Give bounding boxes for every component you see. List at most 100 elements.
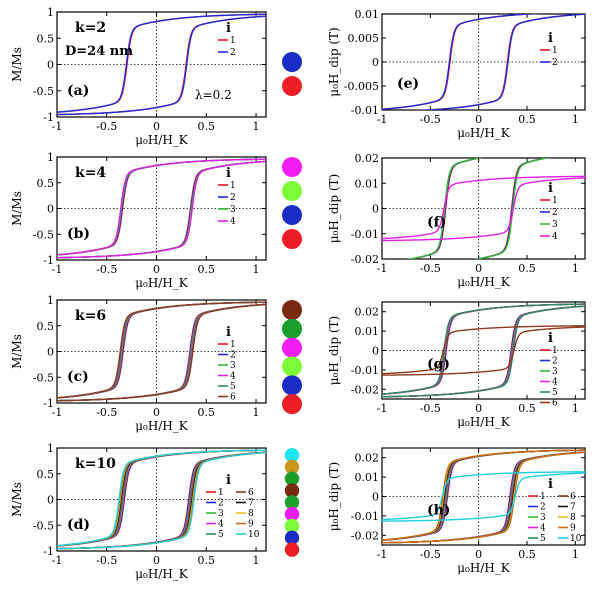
y-tick-label: 1 xyxy=(47,294,54,307)
series-line-6 xyxy=(57,301,266,399)
legend-entry-1: 1 xyxy=(230,36,236,46)
legend-entry-9: 9 xyxy=(570,524,576,534)
particle-dot xyxy=(282,229,302,249)
legend-entry-1: 1 xyxy=(552,196,558,206)
legend-entry-3: 3 xyxy=(218,509,224,519)
y-tick-label: -0.5 xyxy=(33,371,54,384)
x-tick-label: 0.5 xyxy=(198,263,216,276)
x-axis-label: μ₀H/H_K xyxy=(135,419,189,433)
particle-dot xyxy=(284,530,300,545)
x-axis-label: μ₀H/H_K xyxy=(457,126,511,140)
y-tick-label: 0.005 xyxy=(348,32,380,45)
y-tick-label: 1 xyxy=(47,151,54,164)
legend-entry-5: 5 xyxy=(540,534,546,544)
x-tick-label: -0.5 xyxy=(420,262,441,275)
y-tick-label: 0.01 xyxy=(355,325,380,338)
plot-frame xyxy=(56,447,267,552)
series-line-2 xyxy=(57,13,266,113)
legend-entry-2: 2 xyxy=(552,208,558,218)
x-tick-label: 0.5 xyxy=(518,548,536,561)
legend-entry-5: 5 xyxy=(552,388,558,398)
particle-dot xyxy=(284,448,300,463)
series-line-4 xyxy=(57,160,266,259)
particle-dot xyxy=(284,507,300,522)
panel-label: (f) xyxy=(427,215,446,231)
x-tick-label: -0.5 xyxy=(96,554,117,567)
x-tick-label: 0 xyxy=(153,120,160,133)
x-tick-label: 0 xyxy=(153,263,160,276)
x-tick-label: 0 xyxy=(475,548,482,561)
y-tick-label: 1 xyxy=(47,442,54,455)
legend-entry-6: 6 xyxy=(552,399,558,409)
legend-title: i xyxy=(548,181,553,196)
series-line-3 xyxy=(474,158,552,259)
series-line-10 xyxy=(57,451,266,550)
panel-label: (h) xyxy=(427,503,450,519)
particle-dot xyxy=(282,300,302,320)
series-group xyxy=(382,158,585,259)
y-tick-label: 0.5 xyxy=(37,468,55,481)
lambda-label: λ=0.2 xyxy=(195,88,232,102)
y-tick-label: -0.02 xyxy=(351,529,379,542)
y-axis-label: μ₀H_dip (T) xyxy=(327,462,341,531)
x-axis-label: μ₀H/H_K xyxy=(135,276,189,290)
y-tick-label: -0.005 xyxy=(344,80,379,93)
particle-dot xyxy=(282,52,302,72)
x-tick-label: -0.5 xyxy=(420,548,441,561)
plot-frame xyxy=(56,156,267,261)
y-tick-label: 0 xyxy=(372,203,379,216)
x-tick-label: 1 xyxy=(253,120,260,133)
particle-dot xyxy=(284,483,300,498)
y-axis-label: M/Ms xyxy=(10,47,24,82)
legend-title: i xyxy=(548,331,553,346)
legend-entry-1: 1 xyxy=(552,346,558,356)
legend-entry-4: 4 xyxy=(230,217,236,227)
legend-entry-3: 3 xyxy=(540,513,546,523)
panel-b: -1 -0.5 0 0.5 1 -1 -0.5 0 0.5 1 μ₀H/H_K M/Ms (b) k=4 i… xyxy=(10,151,267,290)
y-tick-label: 0 xyxy=(47,494,54,507)
x-tick-label: -1 xyxy=(377,262,388,275)
y-tick-label: 0 xyxy=(47,203,54,216)
particle-dot xyxy=(282,181,302,201)
x-tick-label: 0.5 xyxy=(198,120,216,133)
x-tick-label: -1 xyxy=(377,113,388,126)
y-tick-label: 0.02 xyxy=(355,152,380,165)
k-label: k=2 xyxy=(75,20,106,36)
y-tick-label: 0.01 xyxy=(355,471,380,484)
legend-entry-2: 2 xyxy=(540,503,546,513)
y-tick-label: -1 xyxy=(43,254,54,267)
legend-entry-1: 1 xyxy=(540,492,546,502)
series-line-9 xyxy=(382,449,585,541)
x-tick-label: -1 xyxy=(52,554,63,567)
legend-entry-4: 4 xyxy=(540,524,546,534)
panel-label: (g) xyxy=(427,357,450,373)
x-tick-label: -0.5 xyxy=(96,406,117,419)
particle-dot xyxy=(284,518,300,534)
y-tick-label: 1 xyxy=(47,6,54,19)
particle-dot xyxy=(282,318,302,339)
x-tick-label: 1 xyxy=(253,406,260,419)
k-label: k=10 xyxy=(75,456,116,472)
y-axis-label: M/Ms xyxy=(10,482,24,517)
series-group xyxy=(57,158,266,259)
x-tick-label: -1 xyxy=(52,120,63,133)
series-line-9 xyxy=(382,451,585,544)
series-line-2 xyxy=(382,14,544,110)
legend-entry-8: 8 xyxy=(248,509,254,519)
particle-dot xyxy=(282,337,302,358)
y-axis-label: M/Ms xyxy=(10,191,24,226)
legend-entry-5: 5 xyxy=(218,530,224,540)
legend-entry-8: 8 xyxy=(570,513,576,523)
legend-entry-1: 1 xyxy=(230,340,236,350)
y-tick-label: 0.02 xyxy=(355,306,380,319)
legend-entry-7: 7 xyxy=(570,503,576,513)
x-tick-label: 1 xyxy=(572,402,579,415)
x-tick-label: -0.5 xyxy=(420,113,441,126)
series-group xyxy=(57,449,266,550)
series-line-10 xyxy=(57,449,266,547)
plot-frame xyxy=(56,299,267,404)
legend-title: i xyxy=(226,166,231,181)
series-line-10 xyxy=(382,471,585,521)
particle-dot xyxy=(282,157,302,177)
